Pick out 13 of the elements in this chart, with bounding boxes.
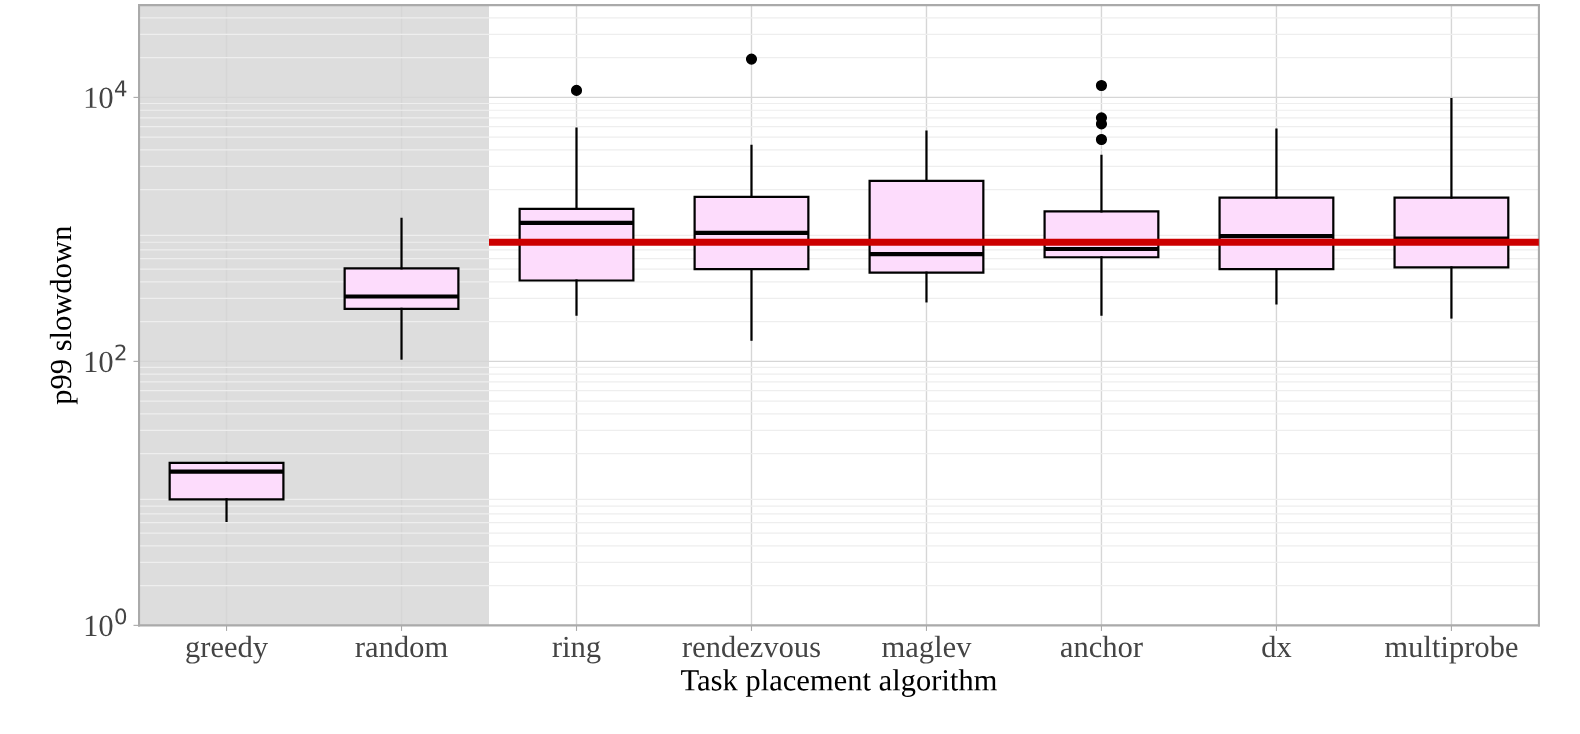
- x-tick-label: dx: [1262, 635, 1292, 658]
- x-tick-label: maglev: [882, 635, 972, 664]
- x-tick-label: greedy: [186, 635, 268, 664]
- y-tick-label: 10$^{0}$: [85, 608, 127, 637]
- x-tick-label: random: [355, 635, 448, 658]
- x-tick-label: multiprobe: [1385, 635, 1518, 664]
- y-tick-label: 10$^{2}$: [85, 344, 126, 373]
- x-tick-label: anchor: [1060, 635, 1143, 658]
- y-axis-title: p99 slowdown: [49, 226, 78, 405]
- y-tick-label: 10$^{4}$: [85, 80, 127, 109]
- x-tick-label: rendezvous: [682, 635, 820, 658]
- x-tick-label: ring: [552, 636, 601, 664]
- x-axis-title: Task placement algorithm: [681, 669, 997, 697]
